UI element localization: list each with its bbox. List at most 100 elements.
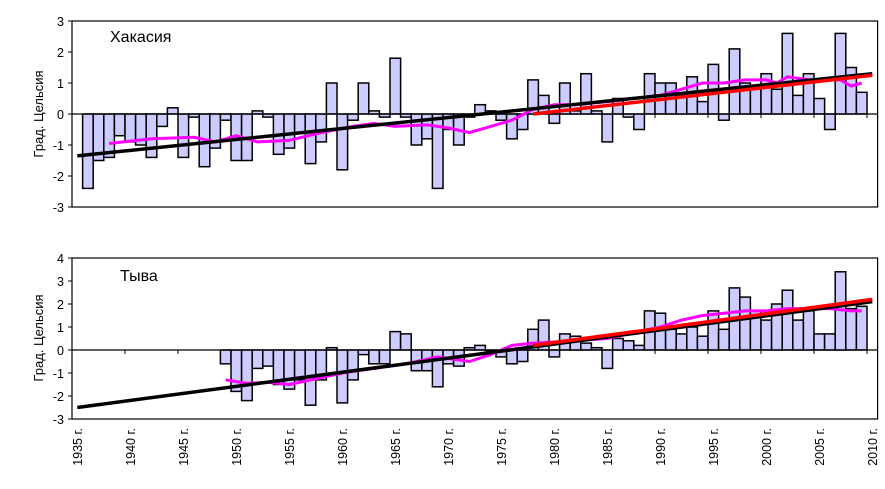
bar-1956: [293, 349, 306, 381]
bar-1953: [262, 349, 275, 367]
bar-1958: [315, 113, 328, 143]
bar-1994: [696, 100, 709, 115]
bar-1961: [346, 113, 359, 121]
bar-1964: [378, 349, 391, 365]
y-axis-label: Град. Цельсия: [31, 70, 46, 157]
bar-1988: [633, 344, 646, 351]
y-tick-label: 2: [57, 298, 64, 312]
bar-1995: [707, 310, 720, 351]
bar-1944: [166, 107, 179, 115]
bar-1985: [601, 349, 614, 370]
bar-1962: [357, 349, 370, 356]
bar-1940: [124, 113, 137, 143]
bar-1993: [686, 326, 699, 351]
chart-title: Хакасия: [110, 29, 171, 46]
bar-1952: [251, 349, 264, 370]
bar-2000: [760, 319, 773, 351]
bar-1989: [643, 72, 656, 115]
bar-1987: [622, 340, 635, 351]
bar-1961: [346, 349, 359, 381]
bar-1936: [81, 113, 94, 190]
bar-1986: [611, 337, 624, 351]
x-tick-label: 1990 г.: [654, 428, 668, 466]
chart-panel-0: 3 2 1 0 -1 -2 -3 Хакасия Град. Цельсия: [31, 15, 879, 215]
y-tick-label: -2: [53, 390, 64, 404]
y-tick-label: -2: [53, 170, 64, 184]
x-tick-label: 1970 г.: [442, 428, 456, 466]
bar-1945: [177, 113, 190, 159]
bar-2005: [813, 333, 826, 351]
x-tick-label: 1945 г.: [177, 428, 191, 466]
x-tick-label: 1965 г.: [389, 428, 403, 466]
bar-2002: [781, 32, 794, 115]
bar-1960: [336, 113, 349, 171]
bar-2002: [781, 289, 794, 351]
trend-line-recent: [532, 297, 873, 348]
bar-2006: [823, 113, 836, 131]
y-tick-label: 1: [57, 77, 64, 91]
trend-line-all: [77, 299, 873, 410]
chart-title: Тыва: [120, 268, 158, 285]
bar-1983: [580, 342, 593, 351]
bar-1965: [389, 57, 402, 115]
bar-1988: [633, 113, 646, 131]
bar-1973: [474, 344, 487, 351]
y-axis-label: Град. Цельсия: [31, 294, 46, 381]
bar-2007: [834, 32, 847, 115]
bar-1985: [601, 113, 614, 143]
y-tick-label: 3: [57, 15, 64, 29]
bar-1949: [219, 349, 232, 365]
x-tick-label: 1975 г.: [495, 428, 509, 466]
y-tick-label: -3: [53, 413, 64, 427]
bar-1959: [325, 82, 338, 115]
x-tick-label: 2010 г.: [866, 428, 880, 466]
bar-1994: [696, 335, 709, 351]
bar-1939: [113, 113, 126, 137]
bar-1976: [505, 349, 518, 365]
bar-1975: [495, 113, 508, 121]
bar-1960: [336, 349, 349, 404]
bar-1992: [675, 333, 688, 351]
x-tick-label: 1960 г.: [336, 428, 350, 466]
bar-1966: [399, 333, 412, 351]
x-tick-label: 1935 г.: [71, 428, 85, 466]
bar-2003: [792, 94, 805, 115]
y-tick-label: 0: [57, 344, 64, 358]
bar-1980: [548, 113, 561, 125]
y-tick-label: 1: [57, 321, 64, 335]
x-tick-label: 2000 г.: [760, 428, 774, 466]
bar-1942: [145, 113, 158, 159]
trend-line-recent: [532, 73, 873, 116]
x-tick-label: 1995 г.: [707, 428, 721, 466]
bar-1967: [410, 113, 423, 146]
y-tick-label: 0: [57, 108, 64, 122]
y-tick-label: -3: [53, 201, 64, 215]
chart-panel-1: 4 3 2 1 0 -1 -2 -3 Тыва Град. Цельсия: [31, 252, 879, 427]
x-tick-label: 1950 г.: [230, 428, 244, 466]
y-tick-label: 2: [57, 46, 64, 60]
bar-1965: [389, 330, 402, 351]
x-tick-label: 2005 г.: [813, 428, 827, 466]
bar-1996: [717, 113, 730, 121]
bar-2004: [802, 310, 815, 351]
bar-1955: [283, 113, 296, 149]
plot-area-frame: [71, 257, 879, 420]
bar-1998: [739, 296, 752, 351]
bar-1963: [368, 349, 381, 365]
bar-2008: [845, 307, 858, 351]
bar-1977: [516, 349, 529, 363]
bar-2009: [855, 91, 868, 115]
bar-2003: [792, 319, 805, 351]
bar-1943: [156, 113, 169, 128]
bar-1996: [717, 328, 730, 351]
bar-2005: [813, 97, 826, 115]
y-tick-label: 4: [57, 252, 64, 266]
y-tick-label: 3: [57, 275, 64, 289]
bar-1962: [357, 82, 370, 115]
trend-line-all: [77, 71, 873, 158]
x-tick-label: 1985 г.: [601, 428, 615, 466]
x-tick-label: 1955 г.: [283, 428, 297, 466]
bar-1980: [548, 349, 561, 358]
y-tick-label: -1: [53, 139, 64, 153]
